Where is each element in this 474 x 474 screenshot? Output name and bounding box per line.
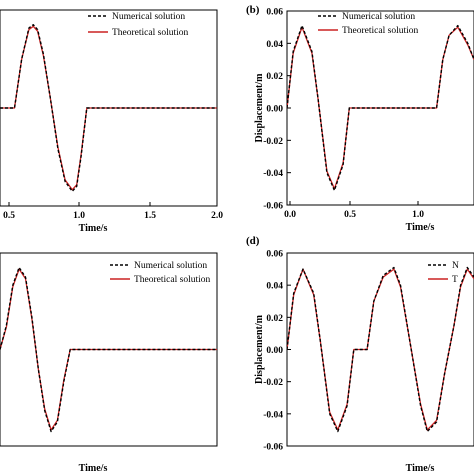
chart-panel-3: Time/s Numerical solution Theoretical solu… <box>0 252 218 474</box>
legend-label: Numerical solution <box>112 12 185 22</box>
y-tick-label: 0.06 <box>266 250 283 260</box>
y-tick-label: 0.00 <box>266 105 283 115</box>
legend-label: N <box>452 261 459 271</box>
chart-panel-4: -0.06 -0.04 -0.02 0.00 0.02 0.04 0.06 Time/s Dis… <box>246 235 474 474</box>
x-tick-label: 0.5 <box>344 210 356 220</box>
x-tick-label: 1.0 <box>412 210 424 220</box>
y-tick-label: -0.02 <box>263 378 283 388</box>
x-axis-label: Time/s <box>406 463 435 474</box>
x-tick-label: 1.0 <box>73 211 85 221</box>
legend-label: Numerical solution <box>134 261 207 271</box>
y-tick-label: -0.06 <box>263 202 283 212</box>
y-axis-label: Displacement/m <box>254 314 265 384</box>
legend-label: T <box>452 275 458 285</box>
y-tick-label: -0.04 <box>263 410 283 420</box>
y-tick-label: 0.00 <box>266 346 283 356</box>
series-line-numerical <box>0 266 217 433</box>
x-tick-label: 2.0 <box>211 211 223 221</box>
legend-label: Theoretical solution <box>134 275 210 285</box>
series-line-numerical <box>287 266 474 433</box>
y-tick-label: -0.02 <box>263 137 283 147</box>
x-tick-label: 1.5 <box>144 211 156 221</box>
y-tick-label: -0.04 <box>263 169 283 179</box>
x-axis-label: Time/s <box>79 223 108 234</box>
y-tick-label: 0.06 <box>266 8 283 18</box>
series-line-theoretical <box>287 26 474 190</box>
panel-label: (b) <box>246 4 260 16</box>
series-line-theoretical <box>287 268 474 431</box>
y-tick-label: -0.06 <box>263 443 283 453</box>
y-tick-label: 0.02 <box>266 314 283 324</box>
legend-label: Numerical solution <box>342 12 415 22</box>
legend-label: Theoretical solution <box>112 28 188 38</box>
x-axis-label: Time/s <box>406 222 435 233</box>
series-line-numerical <box>0 24 217 193</box>
y-tick-label: 0.02 <box>266 72 283 82</box>
y-tick-label: 0.04 <box>266 40 283 50</box>
x-tick-label: 0.0 <box>284 210 296 220</box>
y-tick-label: 0.04 <box>266 282 283 292</box>
y-axis-label: Displacement/m <box>254 73 265 143</box>
chart-panel-2: -0.06 -0.04 -0.02 0.00 0.02 0.04 0.06 0.0 0.5 1.0… <box>246 4 474 233</box>
x-tick-label: 0.5 <box>3 211 15 221</box>
panel-label: (d) <box>246 235 260 247</box>
chart-panel-1: 0.5 1.0 1.5 2.0 Time/s Numerical solution Theo… <box>0 9 223 234</box>
x-axis-label: Time/s <box>79 463 108 474</box>
series-line-numerical <box>287 24 474 192</box>
legend-label: Theoretical solution <box>342 26 418 36</box>
